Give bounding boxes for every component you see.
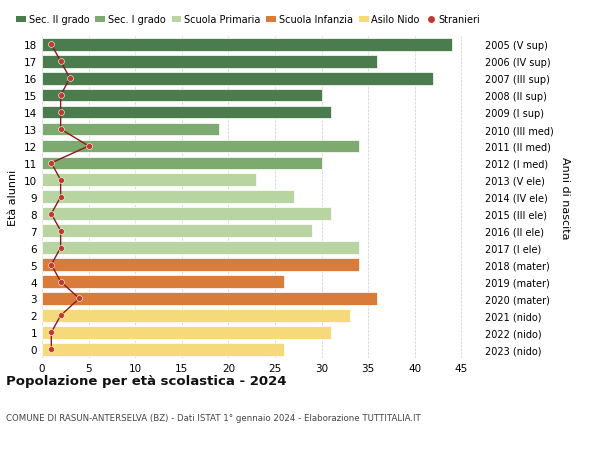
Bar — [42, 309, 350, 322]
Bar — [42, 73, 433, 85]
Bar — [42, 140, 359, 153]
Point — [56, 245, 65, 252]
Bar — [42, 191, 293, 204]
Y-axis label: Età alunni: Età alunni — [8, 169, 19, 225]
Bar — [42, 225, 312, 237]
Point — [74, 295, 84, 302]
Point — [56, 228, 65, 235]
Bar — [42, 242, 359, 254]
Point — [56, 109, 65, 117]
Point — [56, 58, 65, 66]
Y-axis label: Anni di nascita: Anni di nascita — [560, 156, 570, 239]
Bar — [42, 157, 322, 170]
Point — [47, 41, 56, 49]
Bar — [42, 343, 284, 356]
Legend: Sec. II grado, Sec. I grado, Scuola Primaria, Scuola Infanzia, Asilo Nido, Stran: Sec. II grado, Sec. I grado, Scuola Prim… — [16, 16, 480, 25]
Point — [65, 75, 75, 83]
Point — [56, 126, 65, 134]
Point — [56, 278, 65, 285]
Point — [47, 160, 56, 167]
Bar — [42, 275, 284, 288]
Bar — [42, 208, 331, 221]
Bar — [42, 174, 256, 187]
Point — [84, 143, 94, 150]
Bar — [42, 90, 322, 102]
Point — [47, 329, 56, 336]
Bar — [42, 292, 377, 305]
Bar — [42, 259, 359, 271]
Bar — [42, 326, 331, 339]
Point — [56, 194, 65, 201]
Bar — [42, 39, 452, 51]
Point — [56, 177, 65, 184]
Bar — [42, 106, 331, 119]
Point — [56, 92, 65, 100]
Text: COMUNE DI RASUN-ANTERSELVA (BZ) - Dati ISTAT 1° gennaio 2024 - Elaborazione TUTT: COMUNE DI RASUN-ANTERSELVA (BZ) - Dati I… — [6, 413, 421, 422]
Point — [56, 312, 65, 319]
Point — [47, 346, 56, 353]
Text: Popolazione per età scolastica - 2024: Popolazione per età scolastica - 2024 — [6, 374, 287, 387]
Point — [47, 211, 56, 218]
Point — [47, 261, 56, 269]
Bar — [42, 56, 377, 68]
Bar — [42, 123, 219, 136]
